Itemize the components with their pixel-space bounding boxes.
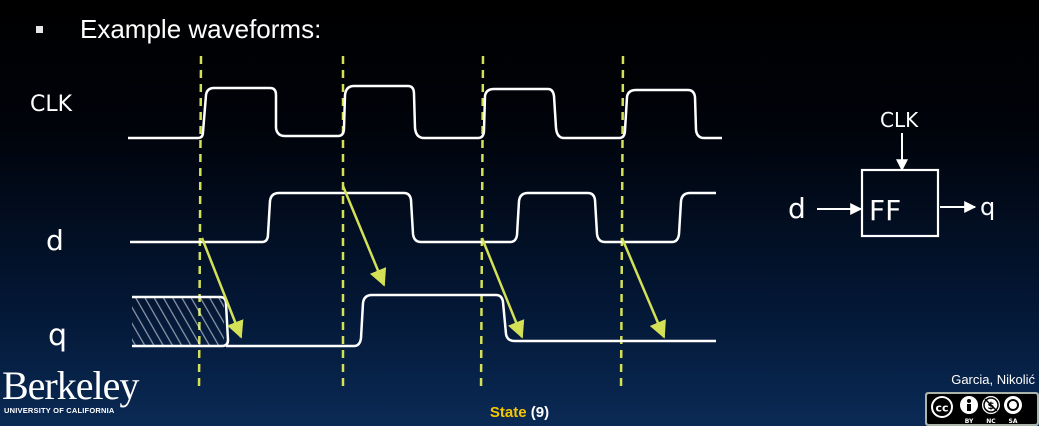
footer-page-number: (9): [530, 404, 550, 421]
slide-heading: Example waveforms:: [80, 14, 322, 44]
berkeley-logo-subtext: UNIVERSITY OF CALIFORNIA: [4, 406, 115, 415]
svg-text:cc: cc: [935, 402, 948, 415]
nc-noncommercial-icon: $: [982, 396, 1000, 414]
ff-box-label: FF: [869, 194, 901, 227]
sa-label: SA: [1009, 418, 1018, 425]
q-unknown-region: [132, 295, 230, 348]
causality-arrows: [200, 185, 666, 339]
footer-title: State: [489, 404, 527, 421]
clock-edge-marker: [479, 55, 485, 393]
slide-footer: State (9): [0, 404, 1039, 421]
clk-waveform: [128, 84, 722, 140]
causality-arrow: [200, 237, 244, 339]
ff-q-label: q: [980, 193, 995, 221]
creative-commons-badge: cc $ BY NC SA: [925, 392, 1039, 426]
clock-edge-marker: [619, 55, 625, 393]
cc-icon: cc: [931, 396, 953, 418]
q-unknown-hatch: [132, 297, 224, 345]
ff-d-label: d: [788, 192, 806, 225]
ff-clk-label: CLK: [880, 108, 919, 132]
d-signal-label: d: [46, 224, 64, 257]
berkeley-logo: Berkeley: [2, 363, 139, 408]
causality-arrow: [620, 237, 666, 339]
by-label: BY: [965, 418, 974, 425]
svg-text:$: $: [988, 401, 995, 412]
causality-arrow: [480, 237, 525, 339]
clk-signal-label: CLK: [30, 92, 73, 117]
nc-label: NC: [986, 418, 996, 425]
bullet-marker: [36, 26, 43, 33]
sa-sharealike-icon: [1004, 396, 1022, 414]
q-signal-label: q: [48, 318, 67, 353]
flip-flop-block: CLK FF d q: [788, 108, 995, 238]
d-waveform: [130, 191, 716, 244]
causality-arrow: [341, 185, 387, 287]
q-waveform: [226, 293, 716, 348]
author-credit: Garcia, Nikolić: [951, 372, 1035, 387]
by-attribution-icon: [960, 396, 978, 414]
